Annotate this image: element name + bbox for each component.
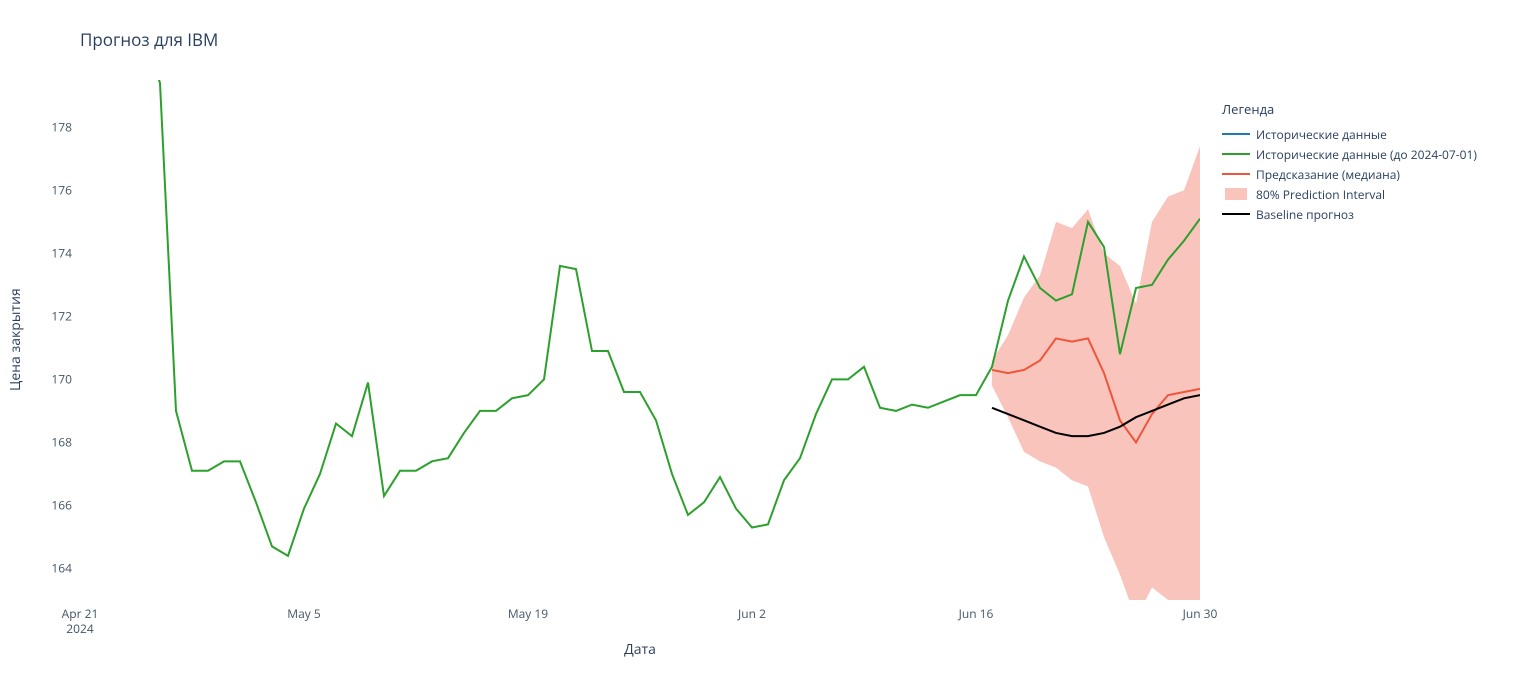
y-tick: 164: [32, 560, 72, 577]
legend-swatch: [1222, 207, 1250, 221]
legend-title: Легенда: [1222, 100, 1477, 118]
prediction-interval-band: [992, 146, 1200, 600]
legend-label: Исторические данные: [1256, 126, 1387, 143]
chart-container: Прогноз для IBM Цена закрытия 164 166 168 1…: [0, 0, 1520, 687]
plot-area[interactable]: [80, 80, 1200, 600]
legend-item[interactable]: Предсказание (медиана): [1222, 164, 1477, 184]
x-axis-label: Дата: [80, 640, 1200, 659]
legend-swatch: [1222, 147, 1250, 161]
x-tick: Jun 16: [959, 606, 994, 621]
legend-swatch: [1222, 127, 1250, 141]
legend-swatch: [1222, 187, 1250, 201]
y-tick: 176: [32, 182, 72, 199]
legend-item[interactable]: 80% Prediction Interval: [1222, 184, 1477, 204]
x-tick: Jun 2: [738, 606, 766, 621]
legend-item[interactable]: Исторические данные: [1222, 124, 1477, 144]
y-tick: 168: [32, 434, 72, 451]
y-tick: 166: [32, 497, 72, 514]
legend-label: Baseline прогноз: [1256, 206, 1354, 223]
y-axis-label: Цена закрытия: [6, 80, 26, 600]
legend-label: Исторические данные (до 2024-07-01): [1256, 146, 1477, 163]
chart-title: Прогноз для IBM: [80, 28, 218, 51]
legend: Легенда Исторические данные Исторические …: [1222, 100, 1477, 224]
y-tick: 170: [32, 371, 72, 388]
legend-label: 80% Prediction Interval: [1256, 186, 1385, 203]
x-tick: May 19: [508, 606, 548, 621]
y-tick: 178: [32, 119, 72, 136]
y-tick: 172: [32, 308, 72, 325]
legend-swatch: [1222, 167, 1250, 181]
legend-item[interactable]: Исторические данные (до 2024-07-01): [1222, 144, 1477, 164]
legend-item[interactable]: Baseline прогноз: [1222, 204, 1477, 224]
y-tick: 174: [32, 245, 72, 262]
x-tick: Apr 21 2024: [62, 606, 99, 636]
legend-label: Предсказание (медиана): [1256, 166, 1400, 183]
x-tick: May 5: [287, 606, 320, 621]
plot-svg: [80, 80, 1200, 600]
x-tick: Jun 30: [1183, 606, 1218, 621]
